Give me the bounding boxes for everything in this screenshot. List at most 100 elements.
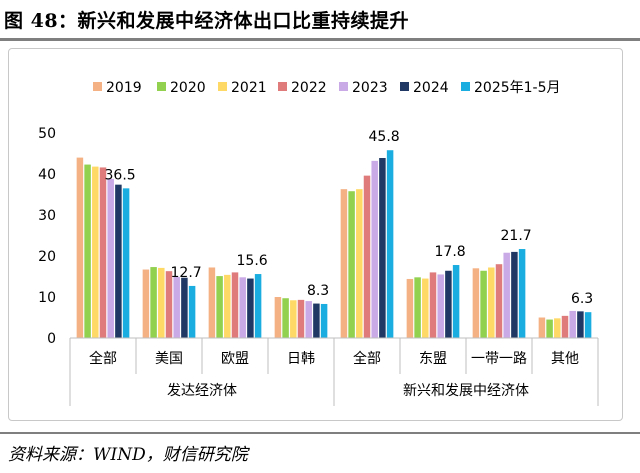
legend-label: 2021 xyxy=(231,80,267,96)
y-tick-label: 20 xyxy=(38,249,56,265)
bar-2024-2 xyxy=(247,278,254,338)
bar-2021-3 xyxy=(290,300,297,338)
group-label: 新兴和发展中经济体 xyxy=(403,383,529,399)
y-tick-label: 50 xyxy=(38,126,56,142)
bar-2024-7 xyxy=(577,311,584,338)
bar-2020-6 xyxy=(480,270,487,338)
bar-2020-3 xyxy=(282,298,289,338)
legend-swatch-2022 xyxy=(278,82,287,91)
legend-label: 2025年1-5月 xyxy=(474,80,561,96)
data-label: 15.6 xyxy=(237,253,268,269)
bar-2023-5 xyxy=(437,274,444,338)
data-label: 8.3 xyxy=(307,283,329,299)
legend-label: 2020 xyxy=(170,80,206,96)
bar-2023-2 xyxy=(239,277,246,338)
footer-divider xyxy=(0,432,640,434)
bar-2020-7 xyxy=(546,319,553,338)
title-bar: 图 48：新兴和发展中经济体出口比重持续提升 xyxy=(0,0,640,41)
x-tick-label: 全部 xyxy=(89,350,117,367)
y-tick-label: 0 xyxy=(47,331,56,347)
bar-2023-3 xyxy=(305,301,312,338)
bar-2024-0 xyxy=(115,184,122,338)
bar-2023-6 xyxy=(503,252,510,338)
x-tick-label: 其他 xyxy=(551,351,579,367)
bar-2025年1-5月-4 xyxy=(386,150,394,338)
bar-2022-1 xyxy=(165,271,173,338)
bar-2023-1 xyxy=(173,276,180,338)
data-label: 45.8 xyxy=(369,129,400,145)
legend-swatch-2023 xyxy=(339,82,348,91)
x-tick-label: 东盟 xyxy=(419,351,447,367)
bar-2020-0 xyxy=(84,164,91,338)
y-tick-label: 10 xyxy=(38,290,56,306)
bar-2021-4 xyxy=(356,189,363,338)
bar-2019-1 xyxy=(142,269,150,338)
bar-2022-6 xyxy=(495,264,503,338)
bar-2022-2 xyxy=(231,272,239,338)
bar-2024-1 xyxy=(181,277,188,338)
y-tick-label: 30 xyxy=(38,208,56,224)
bar-2024-4 xyxy=(379,158,386,338)
bar-2019-3 xyxy=(274,297,282,338)
legend-label: 2022 xyxy=(291,80,327,96)
legend-swatch-2020 xyxy=(157,82,166,91)
bar-2019-0 xyxy=(76,157,84,338)
data-label: 6.3 xyxy=(571,291,593,307)
data-label: 17.8 xyxy=(435,244,466,260)
x-tick-label: 欧盟 xyxy=(221,351,249,367)
y-tick-label: 40 xyxy=(38,167,56,183)
bar-2019-7 xyxy=(538,317,546,338)
bar-2021-7 xyxy=(554,318,561,338)
data-label: 36.5 xyxy=(105,167,136,183)
bar-2024-5 xyxy=(445,270,452,338)
source-note: 资料来源：WIND，财信研究院 xyxy=(8,445,248,465)
bar-2022-4 xyxy=(363,175,371,338)
bar-2020-2 xyxy=(216,276,223,338)
data-label: 21.7 xyxy=(501,228,532,244)
bar-2024-3 xyxy=(313,303,320,338)
bar-2023-4 xyxy=(371,160,378,338)
bar-2023-7 xyxy=(569,310,576,338)
bar-2021-5 xyxy=(422,278,429,338)
bar-2020-5 xyxy=(414,277,421,338)
bar-2025年1-5月-3 xyxy=(320,303,328,338)
bar-2025年1-5月-7 xyxy=(584,312,592,338)
data-label: 12.7 xyxy=(171,265,202,281)
bar-2019-4 xyxy=(340,189,348,338)
bar-2021-2 xyxy=(224,274,231,338)
x-tick-label: 美国 xyxy=(155,351,183,367)
bar-2024-6 xyxy=(511,251,518,338)
title-divider xyxy=(0,38,640,41)
legend-label: 2019 xyxy=(106,80,142,96)
x-tick-label: 全部 xyxy=(353,350,381,367)
bar-2020-4 xyxy=(348,191,355,338)
legend-swatch-2024 xyxy=(400,82,409,91)
bar-2021-0 xyxy=(92,166,99,338)
legend-label: 2023 xyxy=(352,80,388,96)
page-title: 图 48：新兴和发展中经济体出口比重持续提升 xyxy=(4,10,410,32)
bar-2019-6 xyxy=(472,268,480,338)
x-tick-label: 日韩 xyxy=(287,351,315,367)
bar-2021-6 xyxy=(488,267,495,338)
bar-2021-1 xyxy=(158,267,165,338)
bar-2020-1 xyxy=(150,267,157,338)
legend-swatch-2021 xyxy=(218,82,227,91)
bar-2023-0 xyxy=(107,178,114,338)
legend-label: 2024 xyxy=(413,80,449,96)
chart-frame xyxy=(8,48,623,421)
bar-2022-7 xyxy=(561,315,569,338)
bar-2025年1-5月-0 xyxy=(122,188,130,338)
x-tick-label: 一带一路 xyxy=(471,351,527,367)
bar-2022-0 xyxy=(99,167,107,338)
legend-swatch-2025年1-5月 xyxy=(461,82,470,91)
bar-chart: 0 10 20 30 40 50 36.5 12.7 15.6 8.3 45.8 17.8 21.7 6.… xyxy=(38,80,599,406)
bar-2025年1-5月-6 xyxy=(518,249,526,338)
bar-2025年1-5月-1 xyxy=(188,285,196,338)
bar-2019-2 xyxy=(208,267,216,338)
bar-2025年1-5月-5 xyxy=(452,265,460,338)
bar-2022-5 xyxy=(429,272,437,338)
bar-2022-3 xyxy=(297,299,305,338)
legend-swatch-2019 xyxy=(93,82,102,91)
bar-2025年1-5月-2 xyxy=(254,274,262,338)
bar-2019-5 xyxy=(406,278,414,338)
